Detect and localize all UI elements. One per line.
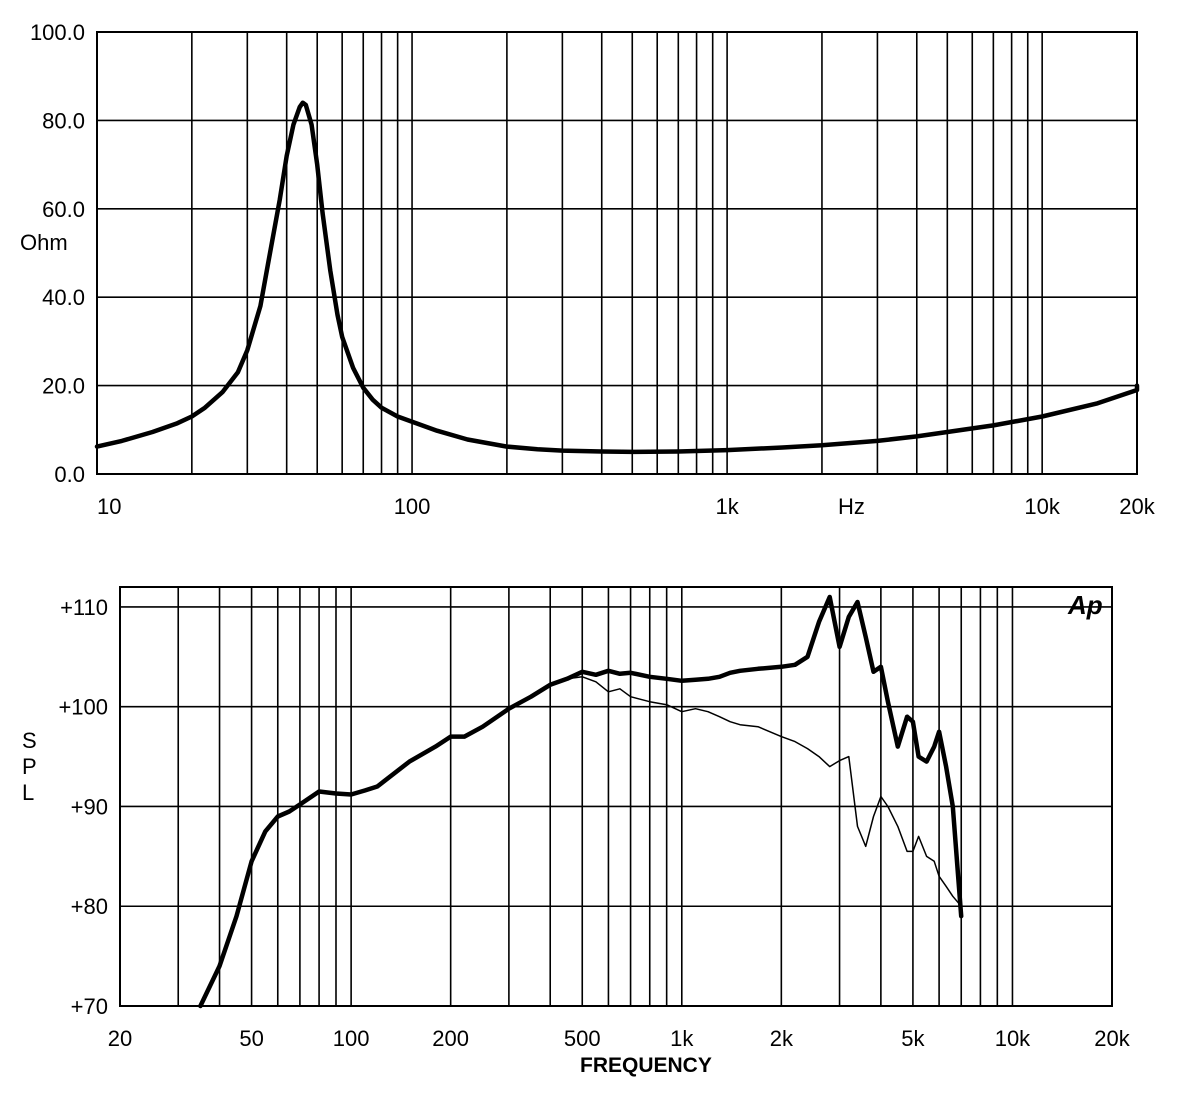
x-tick-label: 100 (333, 1026, 370, 1051)
top-y-axis-label: Ohm (20, 230, 68, 255)
x-tick-label: 10k (995, 1026, 1031, 1051)
spl-letter: P (22, 754, 37, 779)
y-tick-label: +100 (58, 695, 108, 720)
x-tick-label: 10k (1024, 494, 1060, 519)
x-tick-label: 1k (670, 1026, 694, 1051)
x-tick-label: 50 (239, 1026, 263, 1051)
top-x-unit-label: Hz (838, 494, 865, 519)
y-tick-label: +80 (71, 894, 108, 919)
plot-frame (96, 31, 1138, 475)
y-tick-label: +90 (71, 794, 108, 819)
spl-letter: S (22, 728, 37, 753)
x-tick-label: 20 (108, 1026, 132, 1051)
spl-letter: L (22, 780, 34, 805)
x-tick-label: 200 (432, 1026, 469, 1051)
y-tick-label: 60.0 (42, 197, 85, 222)
y-tick-label: 40.0 (42, 285, 85, 310)
x-tick-label: 100 (394, 494, 431, 519)
x-tick-label: 500 (564, 1026, 601, 1051)
x-tick-label: 5k (901, 1026, 925, 1051)
x-tick-label: 1k (715, 494, 739, 519)
y-tick-label: 0.0 (54, 462, 85, 487)
x-tick-label: 2k (770, 1026, 794, 1051)
y-tick-label: +70 (71, 994, 108, 1019)
series-line (198, 594, 964, 1009)
y-tick-label: 20.0 (42, 374, 85, 399)
series-line (94, 100, 1140, 455)
y-tick-label: +110 (60, 595, 108, 620)
series-line (199, 676, 962, 1007)
y-tick-label: 80.0 (42, 108, 85, 133)
bottom-x-axis-label: FREQUENCY (580, 1054, 712, 1077)
ap-logo: Ap (1067, 590, 1103, 620)
y-tick-label: 100.0 (30, 20, 85, 45)
x-tick-label: 10 (97, 494, 121, 519)
plot-frame (119, 586, 1113, 1007)
bottom-y-axis-label: SPL (22, 728, 37, 805)
x-tick-label: 20k (1094, 1026, 1130, 1051)
x-tick-label: 20k (1119, 494, 1155, 519)
